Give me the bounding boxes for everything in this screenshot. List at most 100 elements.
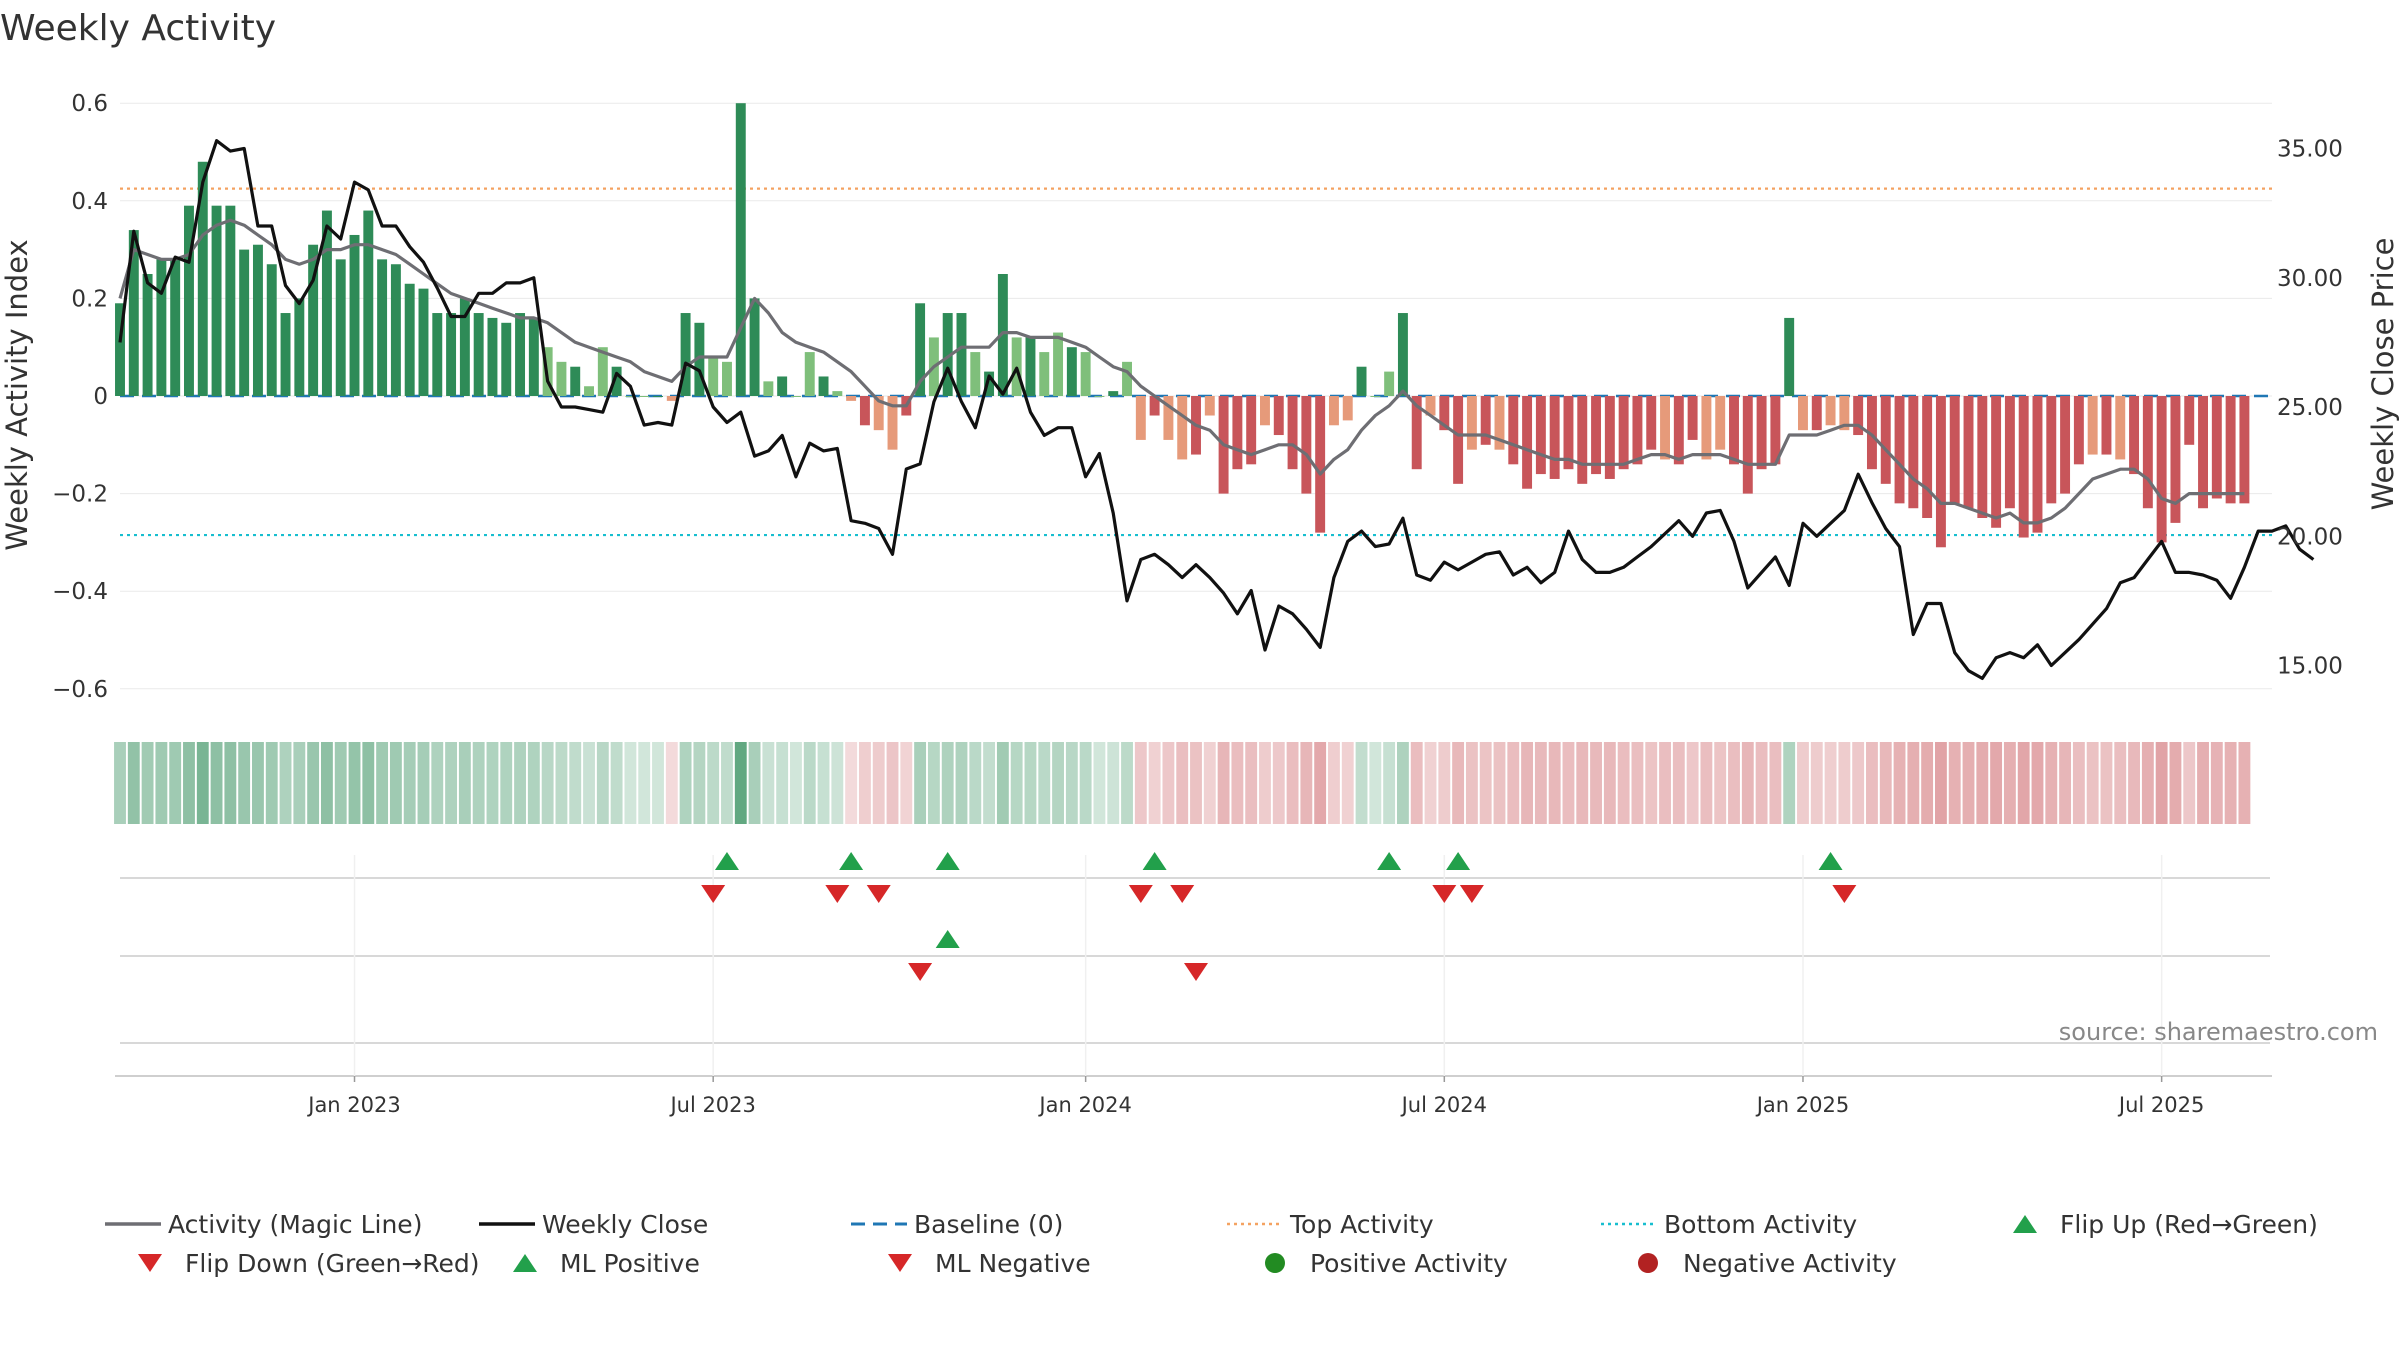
activity-strip-cell	[679, 742, 692, 824]
activity-bar	[239, 249, 250, 396]
activity-strip-cell	[624, 742, 637, 824]
activity-strip-cell	[1438, 742, 1451, 824]
y-right-tick-label: 25.00	[2277, 395, 2343, 421]
activity-strip-cell	[900, 742, 913, 824]
activity-strip-cell	[1493, 742, 1506, 824]
legend-label: Positive Activity	[1310, 1249, 1508, 1278]
activity-bar	[1853, 396, 1864, 436]
activity-bar	[1287, 396, 1298, 470]
activity-bar	[2073, 396, 2084, 465]
activity-strip-cell	[2086, 742, 2099, 824]
activity-bar	[1232, 396, 1243, 470]
activity-bar	[1273, 396, 1284, 436]
activity-bars	[115, 103, 2250, 548]
activity-strip-cell	[955, 742, 968, 824]
activity-bar	[2184, 396, 2195, 445]
activity-strip-cell	[252, 742, 264, 824]
activity-strip-cell	[914, 742, 927, 824]
activity-strip-cell	[1479, 742, 1492, 824]
flip-down-marker	[1432, 885, 1457, 903]
activity-strip-cell	[2169, 742, 2182, 824]
activity-strip-cell	[569, 742, 582, 824]
y-left-tick-label: 0.2	[71, 286, 108, 312]
activity-bar	[1949, 396, 1960, 504]
activity-strip-cell	[2128, 742, 2140, 824]
activity-bar	[156, 259, 167, 396]
activity-strip-cell	[1424, 742, 1437, 824]
x-tick-label: Jul 2024	[1400, 1093, 1487, 1117]
activity-strip-cell	[127, 742, 140, 824]
activity-bar	[501, 322, 512, 396]
activity-strip-cell	[183, 742, 195, 824]
activity-strip-cell	[1176, 742, 1189, 824]
activity-bar	[1742, 396, 1753, 494]
legend-item-mlneg: ML Negative	[888, 1249, 1091, 1278]
activity-strip-cell	[927, 742, 940, 824]
legend-item-magic: Activity (Magic Line)	[105, 1210, 422, 1239]
activity-strip-cell	[2197, 742, 2209, 824]
legend-item-mlpos: ML Positive	[513, 1249, 700, 1278]
activity-strip-cell	[2183, 742, 2196, 824]
legend-item-close: Weekly Close	[479, 1210, 708, 1239]
activity-bar	[1756, 396, 1767, 470]
activity-strip-cell	[872, 742, 885, 824]
activity-bar	[749, 298, 760, 396]
activity-bar	[515, 313, 526, 396]
activity-bar	[1039, 352, 1050, 396]
activity-bar	[1866, 396, 1877, 470]
y-axis-right-label: Weekly Close Price	[2366, 238, 2400, 511]
activity-strip-cell	[1286, 742, 1299, 824]
activity-bar	[1577, 396, 1588, 484]
flip-up-marker	[839, 852, 864, 870]
activity-strip-cell	[417, 742, 430, 824]
flip-down-marker	[1170, 885, 1195, 903]
signal-panels	[115, 852, 2272, 1077]
activity-bar	[280, 313, 291, 396]
ml-negative-marker	[1184, 963, 1208, 981]
activity-strip-cell	[941, 742, 954, 824]
activity-bar	[1439, 396, 1450, 431]
legend-swatch-down	[888, 1254, 912, 1272]
activity-strip-cell	[334, 742, 347, 824]
activity-strip-cell	[1190, 742, 1202, 824]
activity-bar	[2198, 396, 2208, 509]
legend-label: Negative Activity	[1683, 1249, 1897, 1278]
activity-strip-cell	[1079, 742, 1092, 824]
activity-bar	[2239, 396, 2250, 504]
activity-bar	[1494, 396, 1505, 450]
activity-strip-cell	[458, 742, 471, 824]
activity-strip-cell	[707, 742, 720, 824]
y-axis-right: 35.00 30.00 25.00 20.00 15.00	[2277, 137, 2343, 680]
activity-bar	[997, 274, 1008, 396]
activity-bar	[487, 317, 498, 396]
activity-strip-cell	[693, 742, 706, 824]
activity-strip-cell	[1521, 742, 1534, 824]
activity-bar	[2142, 396, 2153, 509]
activity-bar	[694, 322, 705, 396]
activity-bar	[984, 371, 995, 396]
activity-bar	[1260, 396, 1270, 426]
activity-bar	[1825, 396, 1836, 426]
activity-strip-cell	[1452, 742, 1465, 824]
activity-strip-cell	[1052, 742, 1064, 824]
activity-strip-cell	[472, 742, 485, 824]
flip-up-marker	[1818, 852, 1843, 870]
activity-bar	[2156, 396, 2167, 543]
activity-bar	[970, 352, 981, 396]
flip-down-marker	[701, 885, 726, 903]
activity-bar	[252, 244, 263, 396]
activity-bar	[2087, 396, 2098, 455]
activity-strip-cell	[1797, 742, 1809, 824]
activity-strip-cell	[1866, 742, 1878, 824]
activity-strip-cell	[1107, 742, 1120, 824]
activity-bar	[1963, 396, 1974, 509]
activity-bar	[653, 396, 663, 397]
activity-bar	[832, 391, 843, 396]
activity-bar	[2170, 396, 2181, 523]
activity-strip-cell	[817, 742, 830, 824]
activity-strip-cell	[831, 742, 844, 824]
y-right-tick-label: 30.00	[2277, 266, 2343, 292]
activity-bar	[1177, 396, 1188, 460]
activity-strip-cell	[1810, 742, 1823, 824]
activity-strip-cell	[389, 742, 402, 824]
